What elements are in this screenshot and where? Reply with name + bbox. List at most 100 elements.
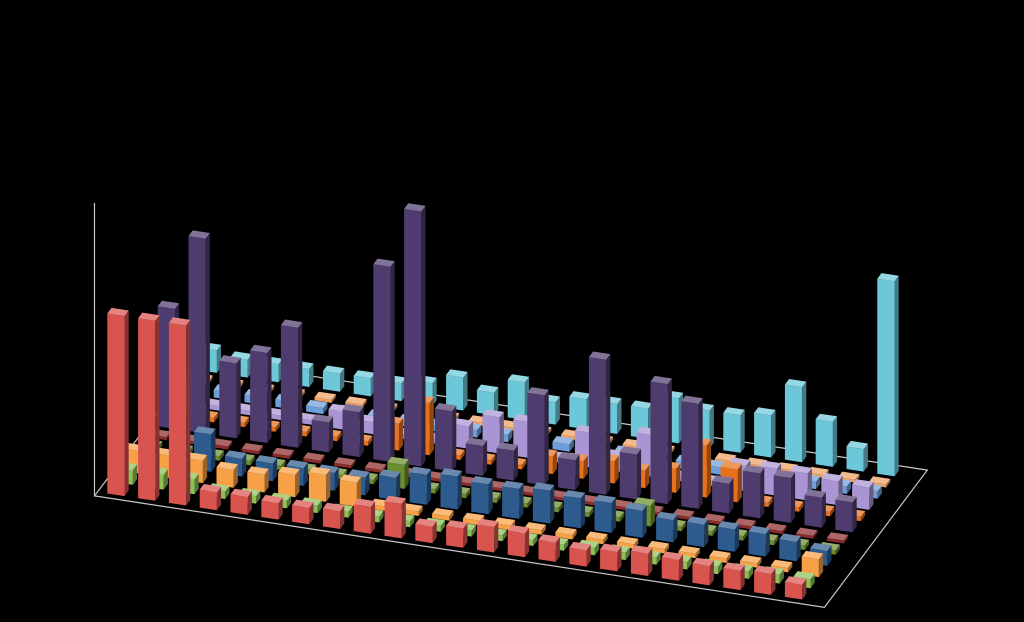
bar-top-face [790, 465, 812, 474]
bar-side-face [219, 450, 224, 461]
bar-side-face [132, 464, 138, 485]
bar-side-face [368, 435, 373, 446]
bar-side-face [494, 387, 499, 416]
bar-side-face [821, 492, 826, 528]
bar-front-face [409, 472, 427, 505]
bar-front-face [569, 396, 587, 430]
bar-series-1-cat-12 [446, 520, 468, 548]
bar-front-face [199, 489, 217, 511]
bar-front-face [712, 480, 730, 514]
bar-series-1-cat-15 [538, 534, 560, 562]
bar-top-face [796, 527, 818, 536]
bar-side-face [508, 429, 513, 443]
bar-side-face [771, 409, 776, 458]
bar-side-face [678, 554, 684, 581]
bar-top-face [588, 351, 611, 360]
bar-top-face [558, 451, 580, 460]
bar-side-face [673, 514, 678, 543]
bar-side-face [289, 450, 294, 459]
bar-top-face [322, 365, 345, 374]
bar-side-face [656, 551, 661, 565]
bar-top-face [219, 355, 241, 364]
bar-series-4-cat-9 [378, 469, 401, 501]
bar-side-face [348, 506, 353, 518]
bar-side-face [340, 368, 345, 392]
bar-side-face [328, 416, 334, 453]
bar-series-12-cat-20 [784, 379, 807, 463]
bar-front-face [247, 471, 265, 493]
bar-side-face [642, 505, 647, 538]
bar-top-face [446, 520, 468, 529]
bar-front-face [796, 533, 814, 539]
bar-series-12-cat-23 [877, 273, 899, 477]
bar-side-face [877, 485, 882, 499]
bar-front-face [507, 379, 525, 420]
bar-series-1-cat-11 [415, 518, 437, 544]
bar-front-face [314, 397, 332, 403]
bar-series-12-cat-18 [723, 407, 745, 453]
bar-top-face [616, 536, 639, 545]
bar-side-face [779, 569, 784, 584]
bar-side-face [216, 486, 222, 511]
bar-top-face [759, 460, 782, 469]
bar-series-1-cat-9 [353, 498, 376, 534]
bar-top-face [712, 475, 734, 484]
bar-side-face [309, 502, 314, 525]
bar-top-face [555, 526, 577, 535]
bar-series-1-cat-7 [292, 499, 314, 525]
bar-top-face [107, 307, 129, 317]
bar-top-face [600, 543, 622, 552]
bar-side-face [869, 481, 874, 510]
bar-series-7-cat-3 [219, 355, 241, 439]
bar-front-face [784, 581, 803, 600]
bar-side-face [429, 397, 434, 456]
bar-series-3-cat-15 [555, 526, 577, 540]
bar-front-face [440, 473, 458, 510]
bar-series-1-cat-2 [138, 312, 160, 501]
bar-series-4-cat-14 [532, 482, 555, 524]
bar-top-face [877, 273, 899, 282]
bar-series-6-cat-5 [272, 447, 294, 459]
bar-series-6-cat-8 [364, 461, 387, 473]
bar-top-face [409, 466, 432, 475]
bar-series-12-cat-9 [446, 369, 468, 411]
bar-front-face [230, 494, 248, 515]
bar-front-face [502, 486, 520, 519]
bar-front-face [723, 412, 741, 453]
bar-top-face [387, 456, 409, 465]
bar-series-7-cat-22 [804, 489, 826, 528]
bar-side-face [247, 491, 252, 515]
bar-side-face [569, 438, 574, 452]
bar-side-face [440, 520, 446, 532]
bar-series-4-cat-17 [625, 502, 647, 538]
bar-side-face [317, 500, 322, 514]
bar-top-face [754, 565, 776, 574]
bar-side-face [373, 474, 378, 485]
bar-front-face [877, 278, 895, 477]
chart-bars [107, 203, 899, 600]
bar-top-face [723, 407, 745, 416]
bar-top-face [852, 479, 874, 488]
bar-top-face [681, 395, 703, 404]
bar-front-face [278, 472, 296, 498]
bar-series-4-cat-18 [656, 511, 678, 543]
bar-side-face [396, 472, 401, 501]
bar-top-face [594, 494, 616, 503]
bar-series-7-cat-6 [311, 414, 334, 453]
bar-side-face [737, 463, 742, 503]
bar-side-face [463, 522, 468, 548]
bar-side-face [482, 440, 488, 476]
bar-side-face [816, 476, 821, 490]
bar-side-face [650, 499, 656, 527]
bar-front-face [625, 508, 643, 538]
bar-top-face [210, 438, 233, 447]
bar-side-face [340, 505, 345, 529]
bar-front-face [656, 517, 674, 543]
bar-top-face [524, 522, 546, 531]
bar-front-face [250, 350, 268, 443]
bar-series-4-cat-13 [502, 480, 524, 519]
bar-side-face [320, 455, 325, 464]
bar-side-face [513, 445, 518, 481]
bar-top-face [748, 525, 770, 534]
bar-top-face [342, 403, 364, 413]
